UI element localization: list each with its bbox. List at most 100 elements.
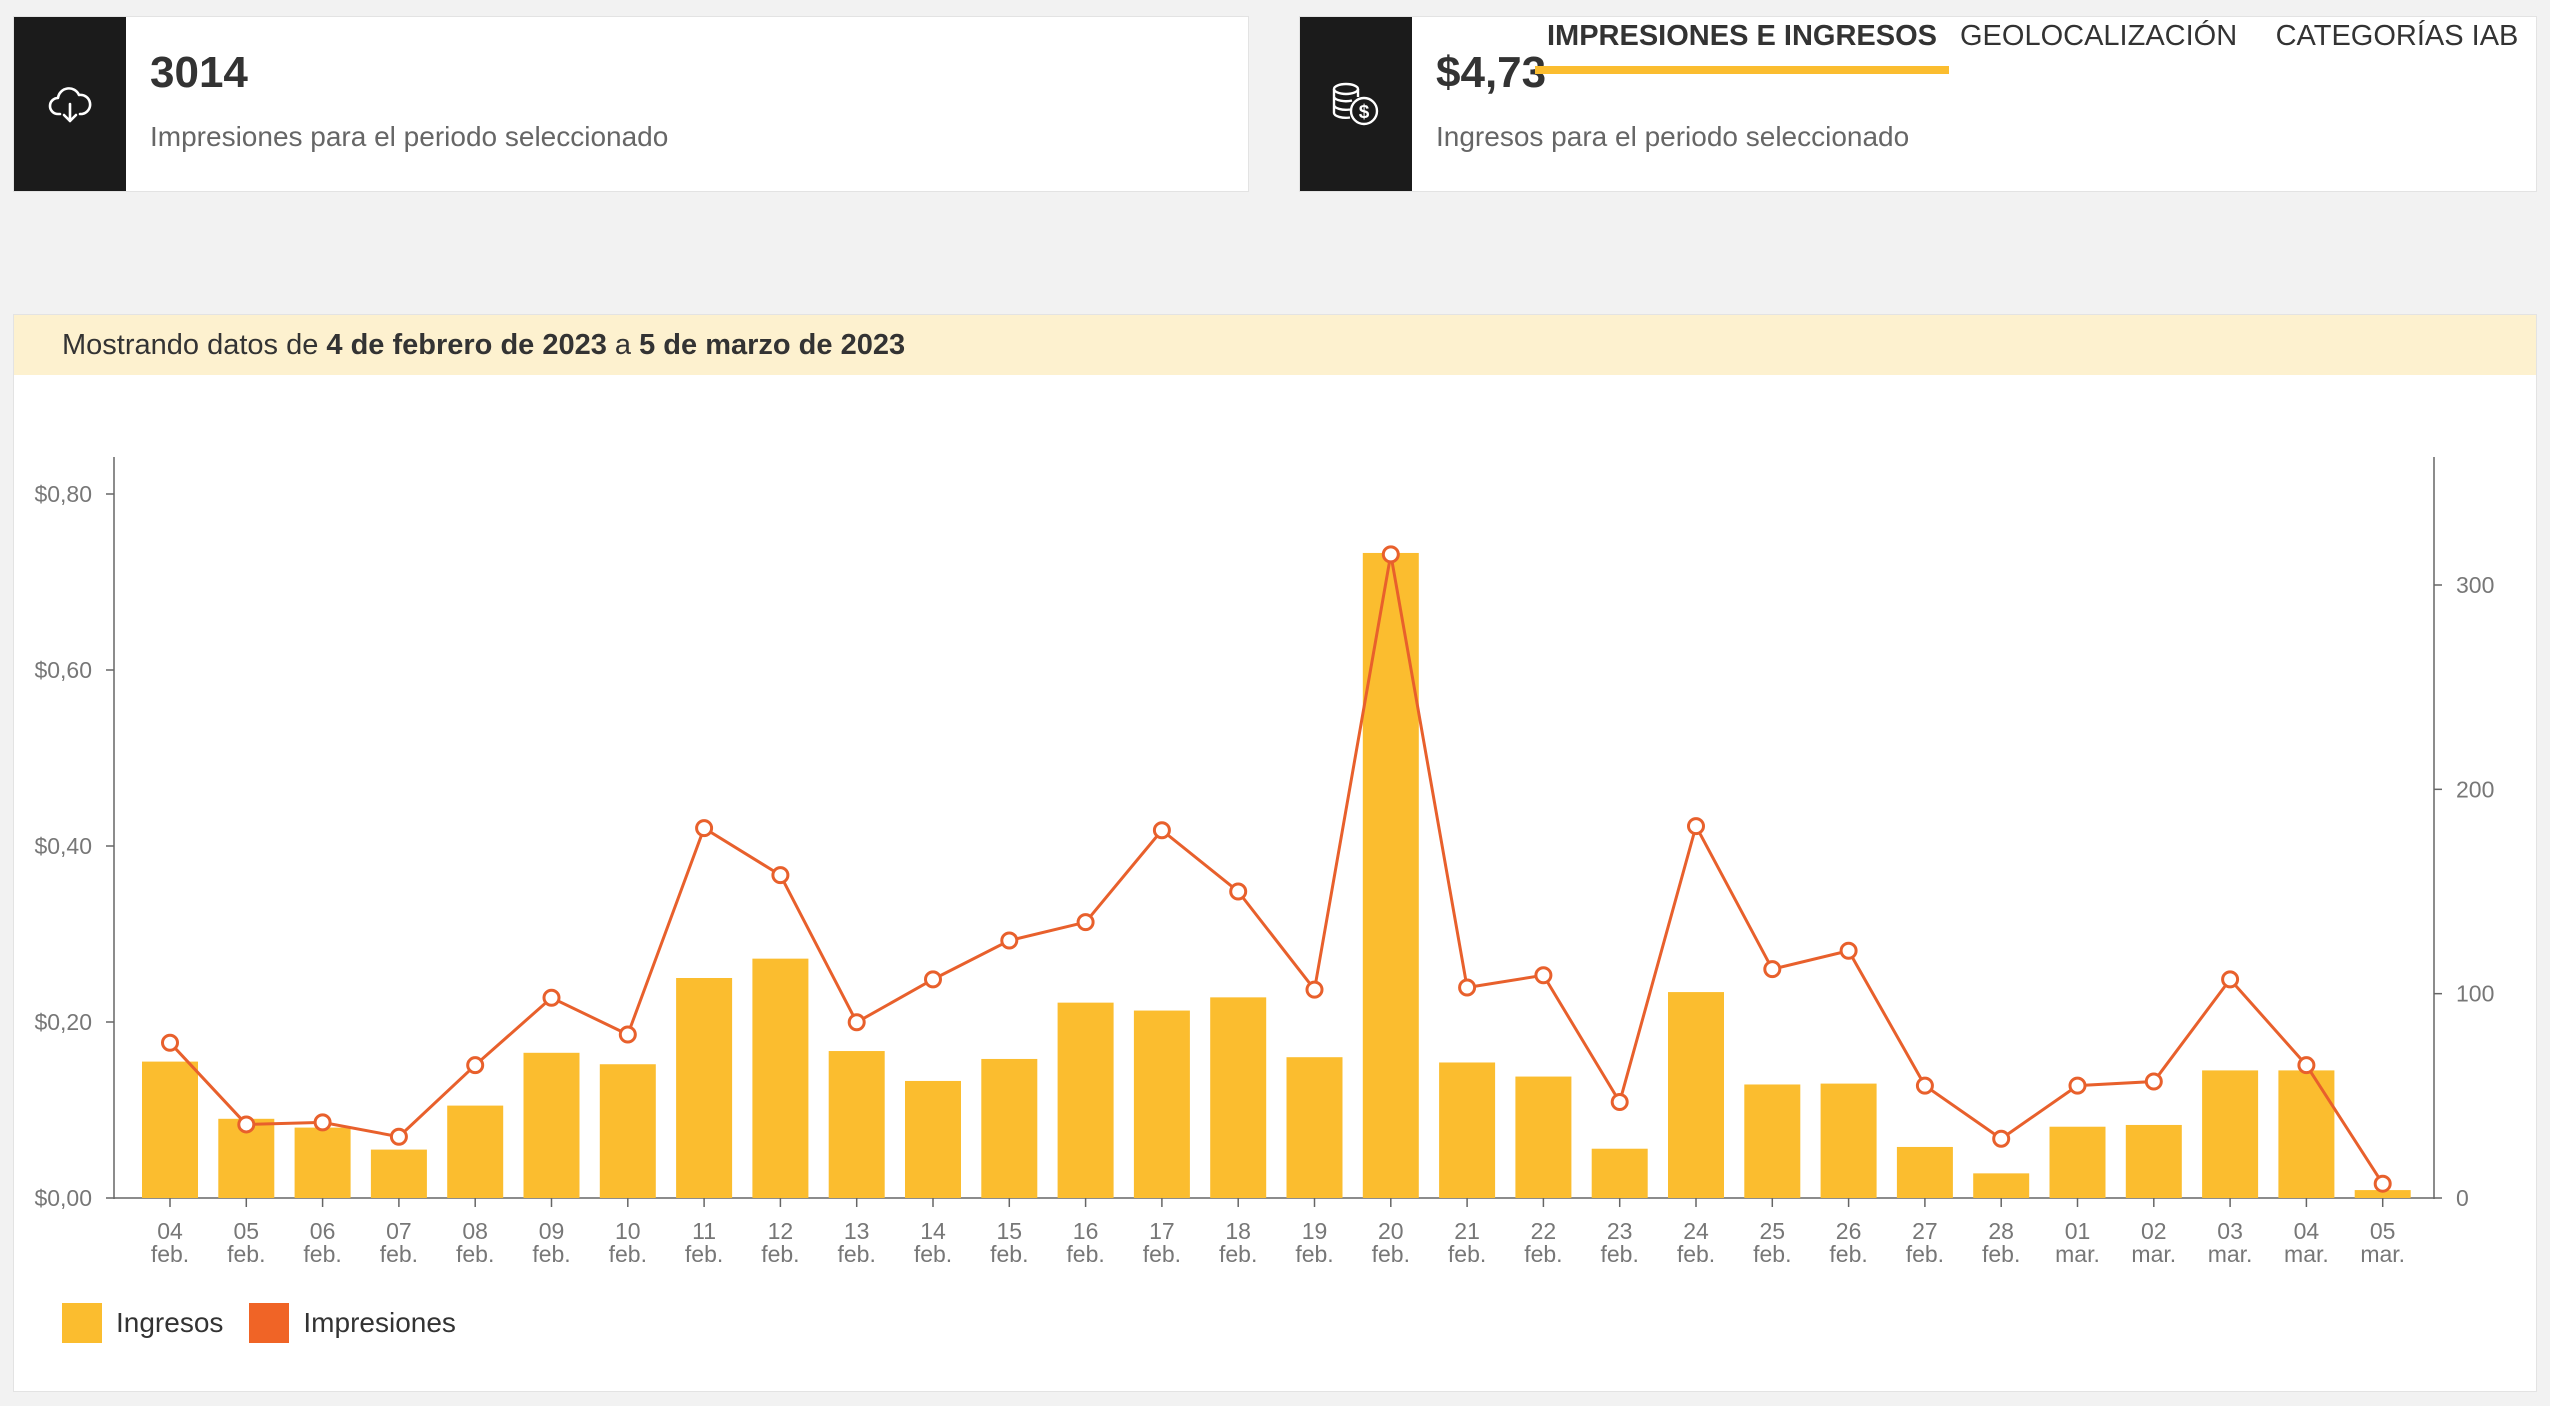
x-tick-label-day: 10 [615,1218,641,1244]
x-tick-label-month: feb. [1524,1241,1562,1267]
chart-panel: Mostrando datos de 4 de febrero de 2023 … [13,314,2537,1392]
point-impresiones [2373,1174,2392,1193]
revenue-total: $4,73 [1436,48,1547,97]
chart-legend: Ingresos Impresiones [62,1303,482,1343]
point-impresiones [1534,966,1553,985]
x-tick-label-month: feb. [914,1241,952,1267]
x-tick-label-day: 09 [539,1218,565,1244]
impressions-card: 3014 Impresiones para el periodo selecci… [13,16,1249,192]
point-impresiones [1763,960,1782,979]
point-impresiones [542,988,561,1007]
y-right-tick-label: 0 [2456,1185,2469,1211]
x-tick-label-month: feb. [1372,1241,1410,1267]
legend-item-impresiones[interactable]: Impresiones [249,1303,456,1343]
point-impresiones [313,1113,332,1132]
x-tick-label-month: feb. [1066,1241,1104,1267]
x-tick-label-month: feb. [532,1241,570,1267]
point-impresiones [1152,821,1171,840]
x-tick-label-month: feb. [1677,1241,1715,1267]
banner-mid: a [606,329,640,361]
x-tick-label-month: mar. [2208,1241,2253,1267]
point-impresiones [161,1033,179,1052]
x-tick-label-month: feb. [1295,1241,1333,1267]
date-range-banner: Mostrando datos de 4 de febrero de 2023 … [14,315,2536,375]
x-tick-label-day: 13 [844,1218,870,1244]
x-tick-label-month: feb. [1829,1241,1867,1267]
x-tick-label-month: feb. [990,1241,1028,1267]
x-tick-label-month: feb. [1906,1241,1944,1267]
x-tick-label-day: 07 [386,1218,412,1244]
x-tick-label-day: 04 [2294,1218,2320,1244]
legend-label-ingresos: Ingresos [116,1307,224,1338]
tab-geolocalizacion[interactable]: GEOLOCALIZACIÓN [1960,20,2238,52]
point-impresiones [466,1056,485,1075]
x-tick-label-month: feb. [1448,1241,1486,1267]
x-tick-label-day: 12 [768,1218,794,1244]
point-impresiones [1305,980,1324,999]
bar-ingresos [1133,1010,1190,1198]
bar-ingresos [828,1051,885,1198]
legend-item-ingresos[interactable]: Ingresos [62,1303,223,1343]
point-impresiones [1000,931,1019,950]
bar-ingresos [1896,1146,1953,1198]
bar-ingresos [1057,1002,1114,1198]
x-tick-label-month: feb. [456,1241,494,1267]
x-tick-label-day: 20 [1378,1218,1404,1244]
x-tick-label-day: 23 [1607,1218,1633,1244]
x-tick-label-day: 11 [692,1218,716,1244]
x-tick-label-day: 02 [2141,1218,2167,1244]
x-tick-label-month: feb. [380,1241,418,1267]
point-impresiones [2221,970,2240,989]
x-tick-label-day: 27 [1912,1218,1938,1244]
bar-ingresos [1668,992,1724,1198]
point-impresiones [771,866,790,885]
tab-impresiones-ingresos[interactable]: IMPRESIONES E INGRESOS [1535,0,1949,74]
point-impresiones [1610,1092,1629,1111]
legend-swatch-impresiones [249,1303,290,1343]
point-impresiones [1687,817,1705,836]
bar-ingresos [1744,1084,1801,1198]
bar-ingresos [676,978,733,1198]
revenue-description: Ingresos para el periodo seleccionado [1436,121,1910,152]
bar-ingresos [2049,1126,2106,1198]
revenue-card: $ $4,73 Ingresos para el periodo selecci… [1299,16,2537,192]
x-tick-label-month: feb. [685,1241,723,1267]
bar-ingresos [294,1127,351,1198]
x-tick-label-month: feb. [838,1241,876,1267]
point-impresiones [695,819,714,838]
x-tick-label-month: mar. [2131,1241,2176,1267]
x-tick-label-month: feb. [761,1241,799,1267]
x-tick-label-month: feb. [1143,1241,1181,1267]
bar-ingresos [370,1149,427,1198]
tab-categorias-iab[interactable]: CATEGORÍAS IAB [2275,20,2519,52]
line-impresiones [168,554,2384,1185]
x-tick-label-day: 24 [1683,1218,1709,1244]
y-right-tick-label: 300 [2456,572,2494,598]
bar-ingresos [981,1058,1038,1198]
cloud-download-icon [14,17,126,191]
x-tick-label-month: feb. [609,1241,647,1267]
point-impresiones [2144,1072,2163,1091]
x-tick-label-day: 04 [157,1218,183,1244]
point-impresiones [389,1127,408,1146]
x-tick-label-month: feb. [303,1241,341,1267]
y-left-tick-label: $0,00 [34,1185,92,1211]
x-tick-label-day: 05 [2370,1218,2396,1244]
y-left-tick-label: $0,80 [34,481,92,507]
bar-ingresos [2125,1124,2182,1198]
impressions-total: 3014 [150,48,248,97]
bar-ingresos [2278,1070,2335,1198]
x-tick-label-day: 15 [997,1218,1023,1244]
bar-ingresos [599,1064,656,1198]
x-tick-label-month: feb. [1982,1241,2020,1267]
x-tick-label-day: 25 [1760,1218,1786,1244]
point-impresiones [1992,1129,2011,1148]
point-impresiones [1076,913,1095,932]
coins-dollar-icon: $ [1300,17,1412,191]
bar-ingresos [1286,1057,1343,1198]
x-tick-label-month: feb. [227,1241,265,1267]
legend-label-impresiones: Impresiones [303,1307,456,1338]
bar-ingresos [905,1080,961,1198]
y-left-tick-label: $0,40 [34,833,92,859]
x-tick-label-day: 14 [920,1218,946,1244]
